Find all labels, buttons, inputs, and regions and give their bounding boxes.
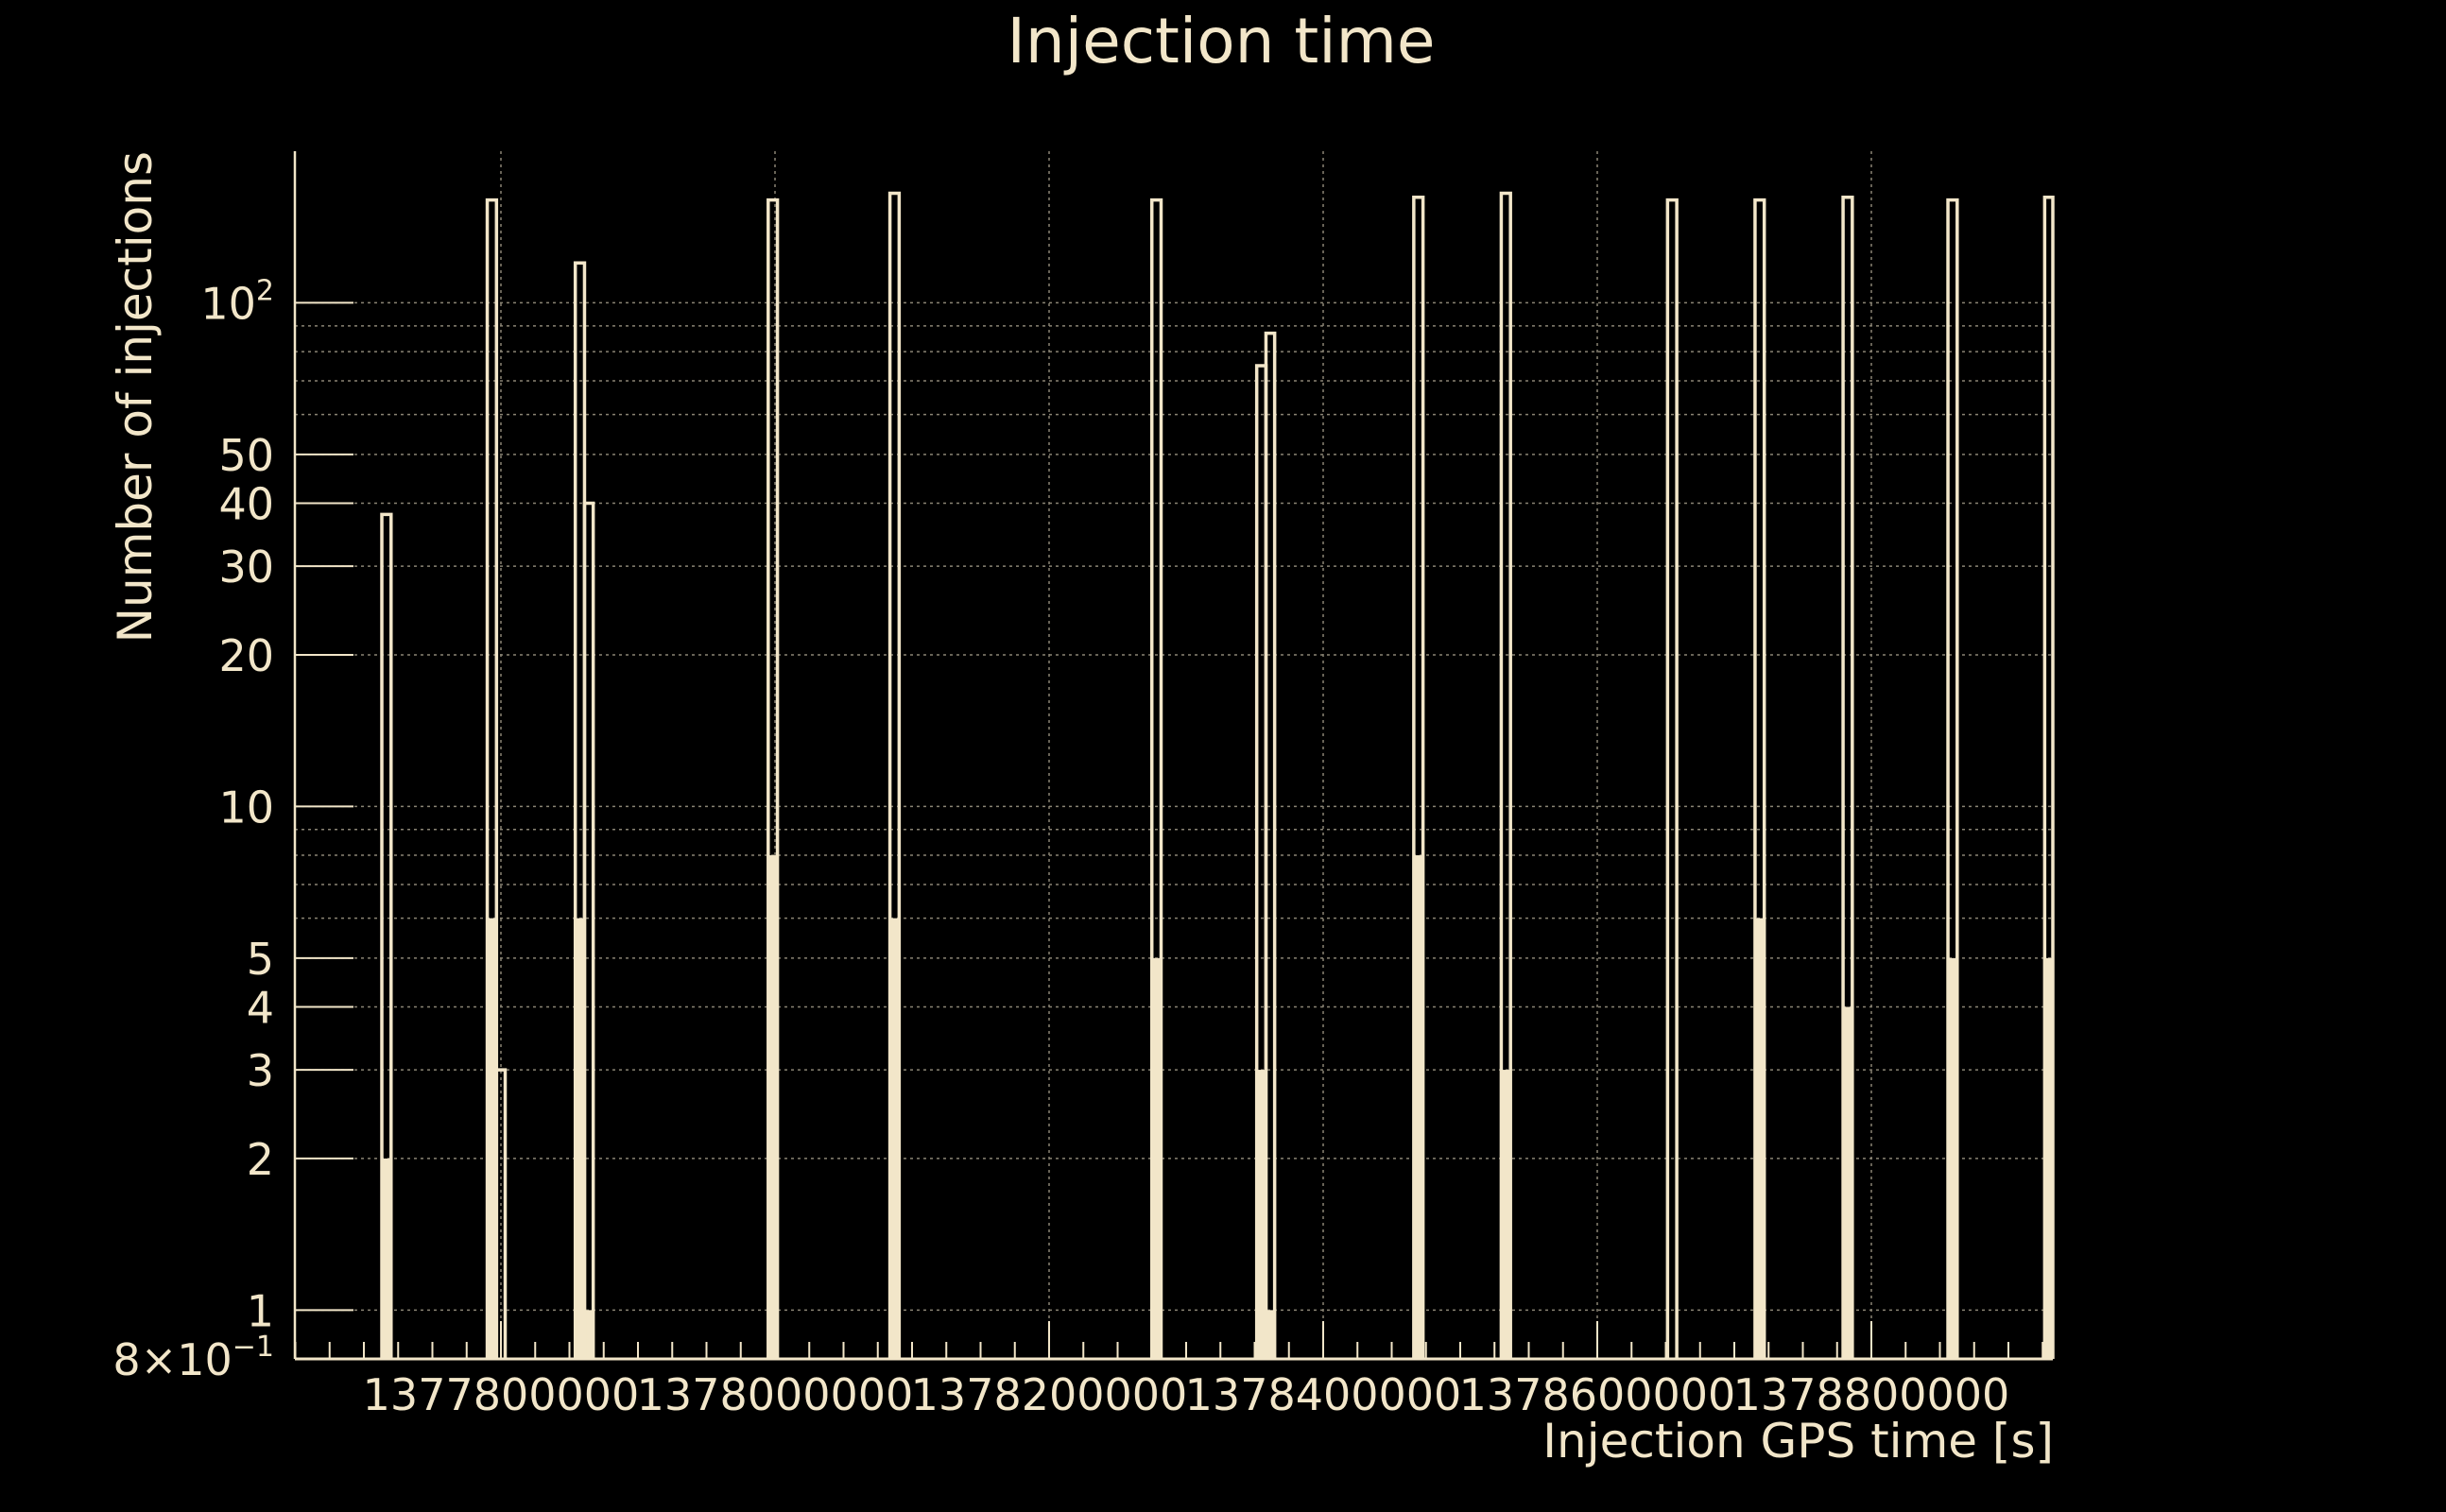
x-tick-label: 1377800000 — [363, 1369, 640, 1420]
outline-bar — [887, 191, 902, 1359]
outline-bar — [2042, 196, 2055, 1359]
grid-lines — [295, 151, 2053, 1359]
y-tick-label: 3 — [247, 1045, 274, 1096]
outline-bar — [380, 512, 393, 1359]
outline-bar — [1946, 198, 1959, 1359]
y-axis-label: Number of injections — [108, 151, 163, 643]
outline-bar — [767, 198, 780, 1359]
filled-bar — [1266, 1310, 1275, 1359]
outline-bar — [485, 198, 499, 1359]
x-tick-label: 1378400000 — [1185, 1369, 1462, 1420]
outline-bar — [1149, 198, 1163, 1359]
x-tick-label: 1378200000 — [911, 1369, 1188, 1420]
outline-bar — [1499, 191, 1512, 1359]
y-tick-label: 4 — [247, 982, 274, 1033]
y-tick-label: 5 — [247, 934, 274, 985]
outline-series — [380, 191, 2055, 1359]
filled-bar — [584, 1310, 594, 1359]
filled-bar — [1948, 957, 1957, 1359]
y-tick-label: 40 — [218, 479, 274, 530]
y-tick-label: 102 — [200, 274, 274, 329]
filled-bar — [487, 918, 497, 1359]
filled-series — [382, 855, 2053, 1359]
filled-bar — [1501, 1070, 1511, 1359]
y-tick-label: 1 — [247, 1285, 274, 1336]
outline-bar — [1753, 198, 1766, 1359]
outline-bar — [1665, 198, 1679, 1359]
outline-bar — [1412, 196, 1425, 1359]
y-tick-label: 30 — [218, 541, 274, 593]
filled-bar — [1843, 1006, 1852, 1359]
filled-bar — [1754, 918, 1765, 1359]
filled-bar — [1413, 855, 1423, 1359]
filled-bar — [2044, 957, 2053, 1359]
x-tick-label: 1378600000 — [1459, 1369, 1736, 1420]
filled-bar — [1151, 957, 1162, 1359]
filled-bar — [767, 855, 778, 1359]
filled-bar — [575, 918, 585, 1359]
y-tick-label: 2 — [247, 1134, 274, 1185]
chart-title: Injection time — [1007, 5, 1435, 77]
filled-bar — [1256, 1070, 1266, 1359]
y-tick-label: 10 — [218, 782, 274, 833]
outline-bar — [494, 1068, 508, 1359]
y-tick-label: 8×10−1 — [112, 1331, 274, 1385]
x-axis-label: Injection GPS time [s] — [1542, 1414, 2054, 1469]
filled-bar — [382, 1158, 391, 1359]
outline-bar — [1264, 331, 1277, 1359]
outline-bar — [582, 501, 595, 1359]
outline-bar — [1841, 196, 1854, 1359]
y-tick-label: 50 — [218, 430, 274, 481]
x-tick-label: 1378000000 — [637, 1369, 914, 1420]
filled-bar — [889, 918, 900, 1359]
x-tick-label: 1378800000 — [1733, 1369, 2010, 1420]
y-tick-label: 20 — [218, 630, 274, 681]
